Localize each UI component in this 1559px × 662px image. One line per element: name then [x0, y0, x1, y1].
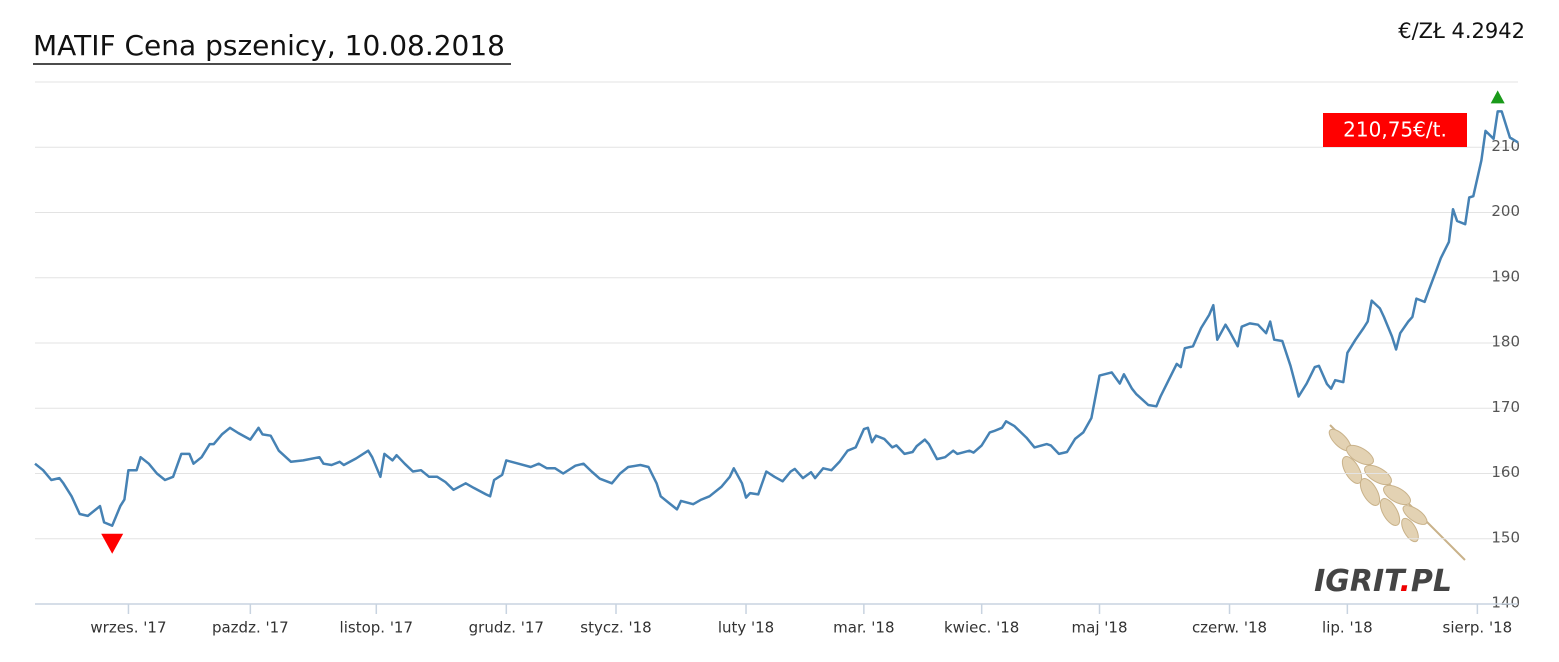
- x-tick-label: listop. '17: [340, 619, 413, 637]
- x-tick-label: maj '18: [1072, 619, 1128, 637]
- x-tick-label: grudz. '17: [469, 619, 544, 637]
- x-tick-label: pazdz. '17: [212, 619, 289, 637]
- x-tick-label: lip. '18: [1322, 619, 1373, 637]
- y-tick-label: 160: [1491, 463, 1520, 481]
- y-tick-label: 180: [1491, 333, 1520, 351]
- x-tick-label: sierp. '18: [1443, 619, 1513, 637]
- last-price-box: [1323, 113, 1467, 147]
- logo: IGRIT.PL: [1314, 564, 1452, 599]
- x-tick-label: kwiec. '18: [944, 619, 1019, 637]
- y-tick-label: 150: [1491, 528, 1520, 546]
- logo-part: IGRIT: [1314, 564, 1407, 599]
- logo-part: .: [1399, 564, 1410, 599]
- last-price-label: 210,75€/t.: [1343, 118, 1447, 142]
- min-marker: [101, 533, 124, 554]
- y-tick-label: 210: [1491, 137, 1520, 155]
- x-tick-label: wrzes. '17: [90, 619, 166, 637]
- chart-title: MATIF Cena pszenicy, 10.08.2018: [33, 29, 505, 62]
- x-tick-label: mar. '18: [833, 619, 894, 637]
- y-tick-label: 190: [1491, 267, 1520, 285]
- x-tick-label: stycz. '18: [580, 619, 651, 637]
- logo-part: PL: [1411, 564, 1452, 599]
- x-tick-label: czerw. '18: [1192, 619, 1267, 637]
- max-marker: [1490, 90, 1505, 104]
- x-tick-label: luty '18: [718, 619, 774, 637]
- y-tick-label: 170: [1491, 398, 1520, 416]
- y-tick-label: 140: [1491, 594, 1520, 612]
- price-line: [34, 110, 1519, 527]
- y-tick-label: 200: [1491, 202, 1520, 220]
- wheat-icon: [1328, 424, 1466, 561]
- exchange-rate: €/ZŁ 4.2942: [1398, 19, 1525, 43]
